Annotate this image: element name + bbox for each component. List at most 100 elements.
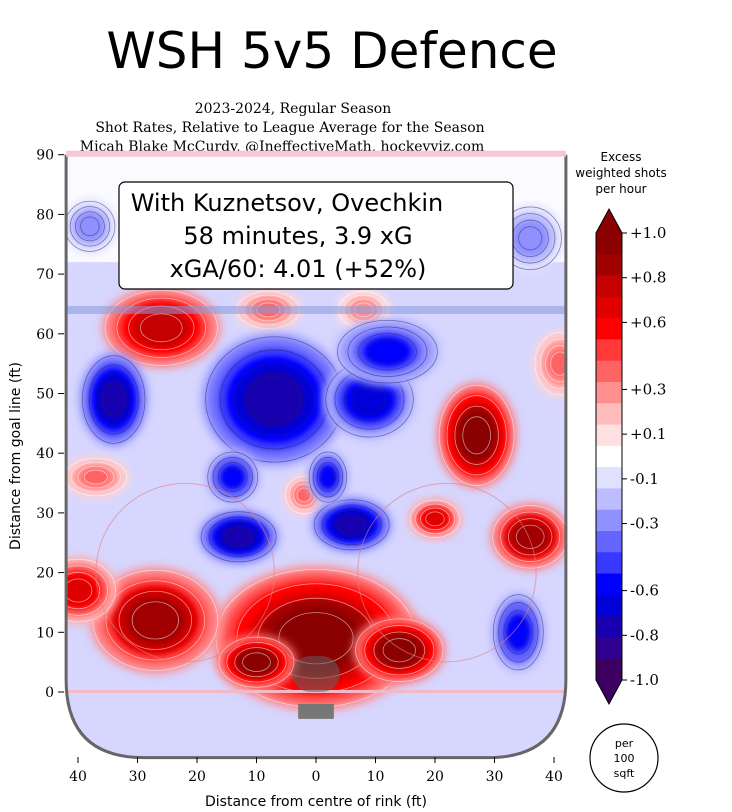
subtitle-line: 2023-2024, Regular Season — [195, 101, 392, 117]
heat-region — [437, 382, 516, 488]
y-tick-label: 80 — [36, 207, 54, 223]
x-tick-label: 30 — [486, 769, 504, 785]
unit-badge: per 100 sqft — [589, 723, 659, 793]
colorbar-band — [596, 616, 622, 638]
y-axis: 0 10 20 30 40 50 60 70 80 90 — [36, 148, 65, 701]
colorbar-band — [596, 339, 622, 362]
colorbar-tick-label: +0.8 — [630, 269, 666, 287]
y-tick-label: 50 — [36, 387, 54, 403]
x-tick-label: 40 — [545, 769, 563, 785]
colorbar-band — [596, 658, 622, 681]
y-tick-label: 60 — [36, 327, 54, 343]
colorbar-band — [596, 467, 622, 489]
unit-badge-line: per — [615, 737, 634, 750]
heat-region — [89, 567, 221, 673]
rink-top-line — [66, 150, 566, 157]
heat-region — [202, 333, 347, 466]
heat-region — [312, 498, 391, 552]
colorbar-band — [596, 552, 622, 575]
x-axis-label: Distance from centre of rink (ft) — [205, 794, 427, 810]
y-tick-label: 20 — [36, 566, 54, 582]
colorbar-band — [596, 275, 622, 298]
blue-line — [66, 305, 566, 314]
x-tick-label: 40 — [69, 769, 87, 785]
colorbar-tick-label: -0.8 — [630, 626, 659, 644]
y-tick-label: 70 — [36, 267, 54, 283]
colorbar-band — [596, 573, 622, 596]
faceoff-circle — [357, 482, 537, 663]
heat-region — [66, 557, 118, 624]
colorbar-max-cap — [596, 209, 622, 233]
x-tick-label: 20 — [426, 769, 444, 785]
heat-region — [217, 635, 296, 689]
heatmap-layer — [66, 200, 566, 711]
colorbar-ticks: +1.0 +0.8 +0.6 +0.3 +0.1 -0.1 -0.3 -0.6 -0.8 -1.0 — [622, 224, 666, 689]
annotation-line: xGA/60: 4.01 (+52%) — [170, 255, 427, 283]
colorbar-band — [596, 318, 622, 340]
heat-region — [308, 450, 348, 504]
y-axis-label: Distance from goal line (ft) — [8, 362, 24, 550]
colorbar-tick-label: +1.0 — [630, 224, 666, 242]
colorbar-band — [596, 445, 622, 468]
y-tick-label: 0 — [45, 685, 54, 701]
colorbar-tick-label: +0.6 — [630, 313, 666, 331]
goal-crease — [292, 656, 340, 692]
colorbar-tick-label: -0.3 — [630, 515, 659, 533]
annotation-line: With Kuznetsov, Ovechkin — [131, 189, 444, 217]
colorbar-band — [596, 403, 622, 426]
colorbar-band — [596, 509, 622, 532]
annotation-line: 58 minutes, 3.9 xG — [183, 222, 412, 250]
subtitle-line: Shot Rates, Relative to League Average f… — [95, 120, 484, 136]
colorbar-tick-label: +0.1 — [630, 425, 666, 443]
heat-region — [492, 592, 545, 672]
heat-region — [353, 617, 446, 684]
colorbar-tick-label: -0.1 — [630, 470, 659, 488]
x-tick-label: 10 — [248, 769, 266, 785]
colorbar-tick-label: +0.3 — [630, 380, 666, 398]
colorbar-band — [596, 594, 622, 617]
rink-markings — [66, 305, 566, 719]
colorbar-band — [596, 233, 622, 255]
heat-region — [408, 499, 462, 539]
colorbar-title: Excess — [601, 150, 642, 164]
colorbar-band — [596, 254, 622, 277]
colorbar-title: per hour — [595, 182, 646, 196]
heat-region — [199, 510, 278, 564]
colorbar-min-cap — [596, 680, 622, 704]
colorbar-band — [596, 296, 622, 319]
heat-region — [80, 353, 147, 446]
colorbar-band — [596, 382, 622, 404]
heat-region — [206, 450, 259, 504]
colorbar-band — [596, 637, 622, 660]
colorbar-title: weighted shots — [575, 166, 666, 180]
colorbar-tick-label: -0.6 — [630, 582, 659, 600]
colorbar-tick-label: -1.0 — [630, 671, 659, 689]
x-tick-label: 20 — [188, 769, 206, 785]
colorbar-band — [596, 531, 622, 553]
colorbar: Excess weighted shots per hour +1.0+0.8+… — [575, 150, 667, 706]
y-tick-label: 40 — [36, 446, 54, 462]
y-tick-label: 90 — [36, 148, 54, 164]
heat-region — [335, 318, 440, 385]
x-axis: 40 30 20 10 0 10 20 30 40 — [69, 757, 563, 785]
unit-badge-line: sqft — [614, 767, 635, 780]
x-tick-label: 10 — [367, 769, 385, 785]
goal-net — [298, 703, 334, 719]
unit-badge-line: 100 — [614, 752, 635, 765]
x-tick-label: 30 — [129, 769, 147, 785]
heat-region — [497, 205, 563, 272]
y-tick-label: 10 — [36, 625, 54, 641]
heat-region — [533, 330, 566, 397]
heat-region — [66, 200, 117, 253]
y-tick-label: 30 — [36, 506, 54, 522]
colorbar-bands — [595, 207, 623, 706]
x-tick-label: 0 — [312, 769, 321, 785]
heat-region — [490, 503, 566, 570]
faceoff-circle — [95, 482, 275, 663]
colorbar-band — [596, 488, 622, 511]
heat-region — [66, 457, 129, 497]
colorbar-band — [596, 424, 622, 447]
colorbar-band — [596, 360, 622, 383]
chart-title: WSH 5v5 Defence — [106, 22, 557, 80]
